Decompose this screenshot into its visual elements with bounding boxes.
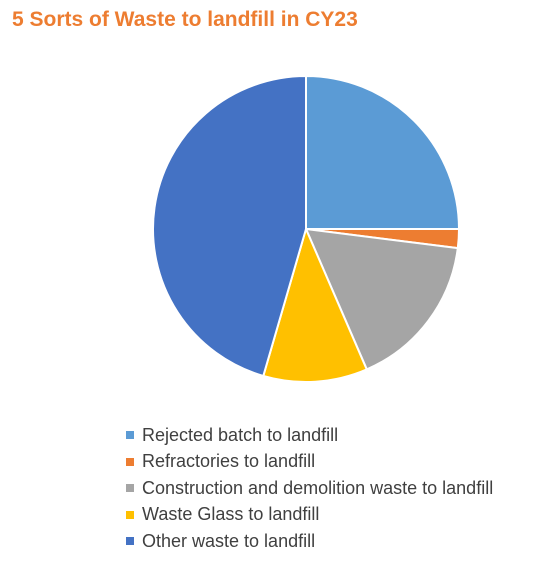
legend-swatch-1 [126, 457, 134, 466]
legend: Rejected batch to landfill Refractories t… [126, 422, 493, 555]
legend-label-3: Waste Glass to landfill [142, 504, 320, 525]
legend-label-0: Rejected batch to landfill [142, 424, 339, 445]
legend-item-4: Other waste to landfill [126, 528, 493, 555]
pie-slice-3 [262, 226, 369, 383]
pie-slice-4 [152, 74, 307, 378]
chart-title: 5 Sorts of Waste to landfill in CY23 [12, 8, 358, 31]
legend-label-1: Refractories to landfill [142, 451, 316, 472]
legend-swatch-2 [126, 484, 134, 493]
legend-swatch-3 [126, 510, 134, 519]
legend-item-2: Construction and demolition waste to lan… [126, 475, 493, 502]
legend-label-4: Other waste to landfill [142, 530, 316, 551]
legend-label-2: Construction and demolition waste to lan… [142, 477, 494, 498]
legend-item-3: Waste Glass to landfill [126, 502, 493, 529]
legend-swatch-4 [126, 537, 134, 546]
legend-swatch-0 [126, 431, 134, 440]
legend-item-1: Refractories to landfill [126, 449, 493, 476]
pie-slice-2 [304, 227, 459, 371]
pie-chart [152, 74, 461, 383]
legend-item-0: Rejected batch to landfill [126, 422, 493, 449]
pie-slice-0 [305, 74, 461, 230]
